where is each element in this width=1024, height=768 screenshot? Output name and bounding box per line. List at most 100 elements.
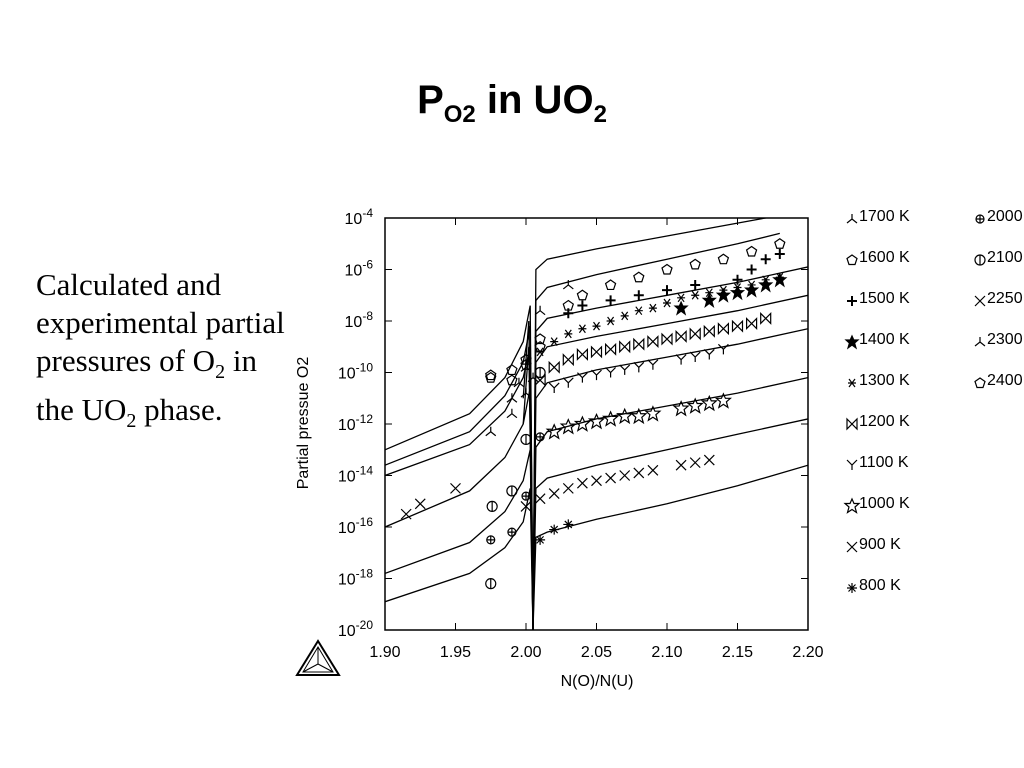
data-point [715, 287, 731, 303]
legend-marker-part [846, 459, 858, 470]
data-point-part [647, 359, 659, 370]
data-point-part [548, 382, 560, 393]
data-point-part [604, 342, 617, 356]
data-point-part [536, 432, 545, 441]
data-point [534, 305, 546, 316]
data-point-part [576, 289, 589, 301]
data-point [513, 377, 525, 388]
data-point [633, 361, 645, 373]
data-point [486, 535, 496, 545]
data-point-part [647, 335, 659, 349]
data-point-part [661, 263, 673, 275]
data-point [648, 303, 657, 313]
data-point-part [714, 392, 732, 409]
legend-item: 1600 K [846, 249, 910, 266]
data-point [563, 519, 574, 530]
data-point [644, 405, 662, 422]
legend-marker [844, 334, 860, 350]
data-point-part [703, 454, 715, 466]
y-tick-label: 10-10 [338, 361, 373, 383]
data-point [661, 332, 673, 346]
x-tick-label: 1.90 [369, 644, 400, 661]
data-point [562, 377, 574, 388]
data-point-part [562, 482, 574, 494]
data-point [630, 407, 648, 425]
data-point [673, 300, 689, 316]
legend-marker-part [848, 378, 856, 388]
data-point-part [675, 354, 687, 365]
data-point-part [619, 470, 631, 481]
data-point [774, 249, 785, 260]
data-point-part [731, 319, 744, 333]
data-point [535, 432, 545, 442]
data-point [414, 498, 426, 510]
legend-item: 2400 [974, 372, 1023, 389]
slide-title: PO2 in UO2 [417, 78, 607, 128]
data-point-part [536, 347, 545, 357]
data-point [545, 423, 563, 440]
data-point [535, 534, 546, 545]
data-point [592, 321, 601, 331]
data-point-part [744, 282, 760, 298]
data-point [604, 279, 617, 291]
data-point [587, 412, 606, 430]
data-point [729, 285, 746, 301]
legend-marker-part [846, 417, 858, 431]
data-point-part [689, 258, 701, 270]
data-point-part [573, 415, 591, 432]
data-point-part [630, 407, 648, 425]
data-point [672, 400, 690, 417]
data-point [758, 277, 774, 293]
data-point [576, 348, 589, 361]
legend-marker-part [843, 497, 861, 514]
x-tick-label: 2.20 [792, 644, 823, 661]
legend-label: 1500 K [859, 290, 910, 307]
legend-label: 1600 K [859, 249, 910, 266]
data-point [745, 245, 758, 257]
x-tick-label: 2.10 [651, 644, 682, 661]
data-point [732, 274, 743, 285]
x-tick-label: 2.05 [581, 644, 612, 661]
data-point [760, 311, 772, 325]
data-point [507, 527, 517, 537]
data-point-part [534, 333, 546, 345]
legend-marker-part [846, 214, 858, 224]
data-point [486, 500, 498, 512]
data-point-part [548, 360, 560, 374]
legend-marker-part [846, 541, 858, 553]
slide-caption: Calculated and experimental partial pres… [36, 267, 285, 433]
data-point-part [774, 249, 785, 260]
data-point [520, 500, 532, 512]
data-point [714, 392, 732, 409]
y-tick-label: 10-20 [338, 618, 373, 640]
data-point [689, 351, 701, 363]
data-point [691, 290, 700, 300]
legend-item: 800 K [847, 577, 901, 594]
data-point [774, 238, 786, 249]
data-point-part [717, 322, 730, 336]
data-point [675, 354, 687, 365]
data-point [760, 254, 771, 265]
data-point-part [729, 285, 746, 301]
data-point [506, 364, 518, 376]
data-point [634, 306, 643, 316]
data-point [606, 316, 615, 326]
data-point-part [705, 288, 714, 298]
data-point-part [701, 292, 717, 308]
legend-label: 900 K [859, 536, 901, 553]
data-point-part [715, 287, 731, 303]
data-point [534, 341, 546, 352]
data-point [689, 327, 701, 341]
data-point [633, 271, 645, 283]
data-point [536, 347, 545, 357]
data-point [703, 454, 715, 466]
legend-item: 1400 K [844, 331, 910, 350]
data-point [485, 426, 497, 437]
data-point-part [662, 285, 672, 296]
data-point-part [562, 353, 574, 367]
data-point [701, 292, 717, 308]
data-point [400, 508, 412, 520]
data-point [604, 342, 617, 356]
data-point-part [545, 423, 563, 440]
data-point-part [604, 279, 617, 291]
